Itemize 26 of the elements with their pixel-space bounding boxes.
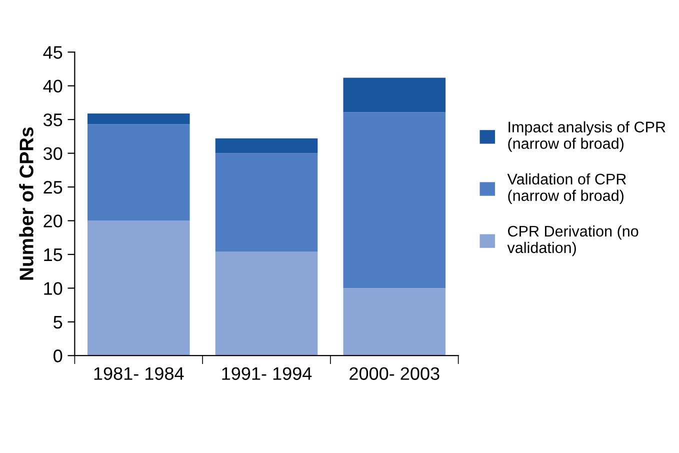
bar	[343, 112, 446, 288]
bar	[215, 252, 318, 356]
legend-label: CPR Derivation (no validation)	[507, 225, 638, 256]
y-tick-label: 30	[43, 147, 62, 160]
y-tick-label: 15	[44, 248, 62, 262]
bar	[215, 138, 318, 154]
x-tick-label: 1981- 1984	[94, 367, 184, 380]
y-tick-label: 20	[44, 214, 62, 228]
bar	[87, 220, 190, 356]
y-tick-label: 5	[54, 316, 62, 329]
bar	[343, 288, 446, 356]
x-tick-label: 2000- 2003	[350, 367, 440, 380]
bar	[87, 113, 190, 124]
bar	[87, 124, 190, 221]
bar	[215, 153, 318, 252]
y-axis-title: Number of CPRs	[19, 127, 34, 280]
y-tick-label: 10	[44, 282, 62, 295]
legend-label: Impact analysis of CPR (narrow of broad)	[508, 121, 666, 152]
y-tick-label: 35	[43, 113, 62, 126]
legend-label: Validation of CPR (narrow of broad)	[507, 173, 626, 204]
y-tick-label: 25	[44, 180, 62, 194]
bar	[343, 78, 446, 112]
y-tick-label: 45	[43, 46, 62, 59]
y-tick-label: 40	[43, 80, 62, 93]
y-tick-label: 0	[54, 350, 62, 362]
x-tick-label: 1991- 1994	[222, 367, 312, 380]
